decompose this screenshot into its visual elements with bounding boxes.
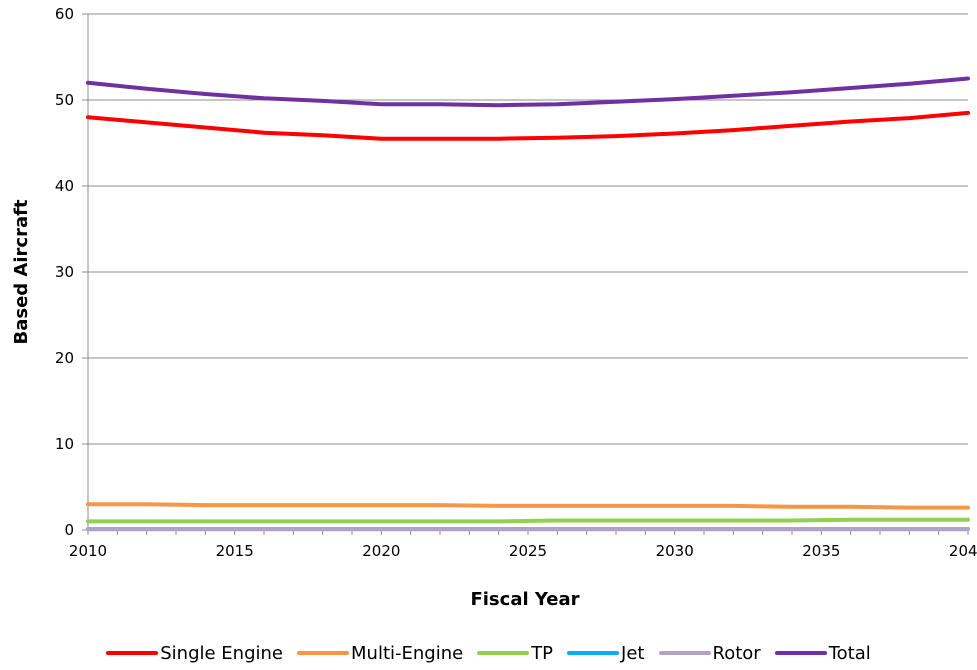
series-line-tp — [86, 517, 970, 524]
legend-item-total: Total — [774, 642, 871, 664]
legend-label: Jet — [621, 642, 645, 664]
series-lines — [86, 76, 970, 532]
y-tick-label: 50 — [55, 91, 74, 109]
legend-label: Single Engine — [160, 642, 283, 664]
y-tick-labels: 0 10 20 30 40 50 60 — [55, 5, 74, 539]
legend-swatch — [774, 651, 827, 655]
y-tick-label: 40 — [55, 177, 74, 195]
legend-item-tp: TP — [477, 643, 553, 664]
legend-label: TP — [531, 642, 554, 664]
legend-item-multi-engine: Multi-Engine — [297, 643, 463, 664]
legend-label: Multi-Engine — [351, 642, 464, 664]
x-tick-label: 2025 — [509, 542, 547, 560]
legend-swatch — [106, 651, 159, 655]
y-tick-label: 20 — [55, 349, 74, 367]
x-tick-label: 2010 — [69, 542, 107, 560]
gridlines — [88, 13, 968, 445]
legend-item-single-engine: Single Engine — [106, 643, 283, 664]
legend-label: Total — [828, 642, 871, 664]
x-tick-label: 2020 — [362, 542, 400, 560]
x-tick-label: 2030 — [656, 542, 694, 560]
axes — [82, 13, 969, 535]
x-tick-labels: 2010 2015 2020 2025 2030 2035 2040 — [69, 542, 977, 560]
legend-swatch — [297, 651, 349, 655]
x-tick-label: 2015 — [216, 542, 254, 560]
legend-swatch — [477, 651, 530, 655]
series-line-total — [86, 76, 970, 108]
y-tick-label: 30 — [55, 263, 74, 281]
y-tick-label: 60 — [55, 5, 74, 23]
series-line-single-engine — [86, 110, 970, 141]
y-axis-title: Based Aircraft — [11, 199, 32, 344]
y-tick-label: 10 — [55, 435, 74, 453]
legend-swatch — [658, 651, 711, 655]
series-line-multi-engine — [86, 502, 970, 510]
legend-label: Rotor — [712, 642, 761, 664]
legend-swatch — [567, 651, 620, 655]
x-tick-label: 2035 — [802, 542, 840, 560]
y-tick-label: 0 — [64, 521, 74, 539]
legend-item-jet: Jet — [567, 642, 645, 664]
legend-item-rotor: Rotor — [658, 642, 761, 664]
x-axis-title: Fiscal Year — [470, 589, 579, 610]
legend: Single Engine Multi-Engine TP Jet Rotor Total — [0, 636, 977, 670]
x-tick-label: 2040 — [949, 542, 977, 560]
